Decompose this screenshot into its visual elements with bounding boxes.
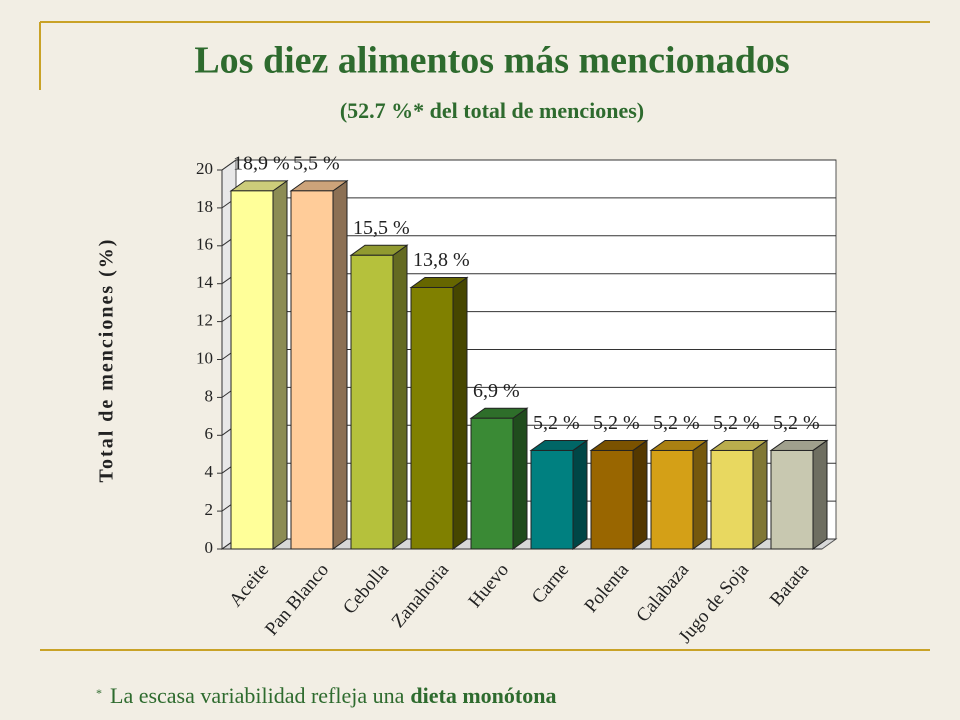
bar [709,439,769,550]
y-tick-label: 20 [196,159,213,178]
x-tick-label: Cebolla [339,559,393,618]
bar [529,439,589,550]
x-tick-label: Calabaza [632,559,693,626]
y-tick-label: 10 [196,348,213,367]
bar [469,407,529,550]
data-label: 5,2 % [773,412,820,434]
bar [649,439,709,550]
bar-side [392,244,408,550]
data-label: 5,2 % [653,412,700,434]
bar-side [812,439,828,550]
bar-side [632,439,648,550]
data-label: 5,5 % [293,152,340,174]
bar-side [512,407,528,550]
bar-front [590,449,634,550]
chart-title: Los diez alimentos más mencionados [194,40,789,82]
grid-line [221,159,836,171]
y-tick-label: 4 [205,462,214,481]
y-tick-label: 2 [205,500,214,519]
bar-front [530,449,574,550]
bar-side [572,439,588,550]
data-label: 15,5 % [353,217,410,239]
bar [289,179,349,550]
bar-front [470,417,514,550]
y-tick-label: 8 [205,386,214,405]
bar [229,179,289,550]
bar-front [710,449,754,550]
bar-front [230,190,274,550]
bar-side [692,439,708,550]
footnote-emphasis: dieta monótona [410,683,556,708]
bar-front [650,449,694,550]
footnote-text: La escasa variabilidad refleja una [110,683,405,708]
chart-subtitle: (52.7 %* del total de menciones) [340,98,644,123]
y-tick-label: 12 [196,311,213,330]
bar-front [770,449,814,550]
bar [349,244,409,550]
y-tick-label: 0 [205,538,214,557]
bar-side [272,179,288,550]
x-tick-label: Zanahoria [388,559,454,632]
y-axis-label: Total de menciones (%) [96,238,118,483]
footnote-mark: * [96,686,102,700]
data-label: 5,2 % [713,412,760,434]
data-label: 5,2 % [593,412,640,434]
bar-front [410,286,454,550]
bar-side [452,276,468,550]
x-tick-label: Aceite [225,560,273,611]
y-tick-label: 14 [196,273,214,292]
footnote: * La escasa variabilidad refleja una dieta… [96,683,556,708]
bar-front [350,254,394,550]
bar [769,439,829,550]
x-tick-label: Batata [766,559,814,610]
x-tick-label: Huevo [465,560,514,612]
x-tick-label: Polenta [580,559,633,617]
data-label: 5,2 % [533,412,580,434]
y-tick-label: 18 [196,197,213,216]
data-label: 6,9 % [473,380,520,402]
bar-side [752,439,768,550]
bar-side [332,179,348,550]
y-tick-label: 6 [205,424,214,443]
bar-front [290,190,334,550]
y-tick-label: 16 [196,235,213,254]
data-label: 18,9 % [233,152,290,174]
data-label: 13,8 % [413,249,470,271]
x-tick-label: Carne [528,560,573,608]
x-tick-label: Pan Blanco [261,560,333,640]
bar [409,276,469,550]
bar [589,439,649,550]
